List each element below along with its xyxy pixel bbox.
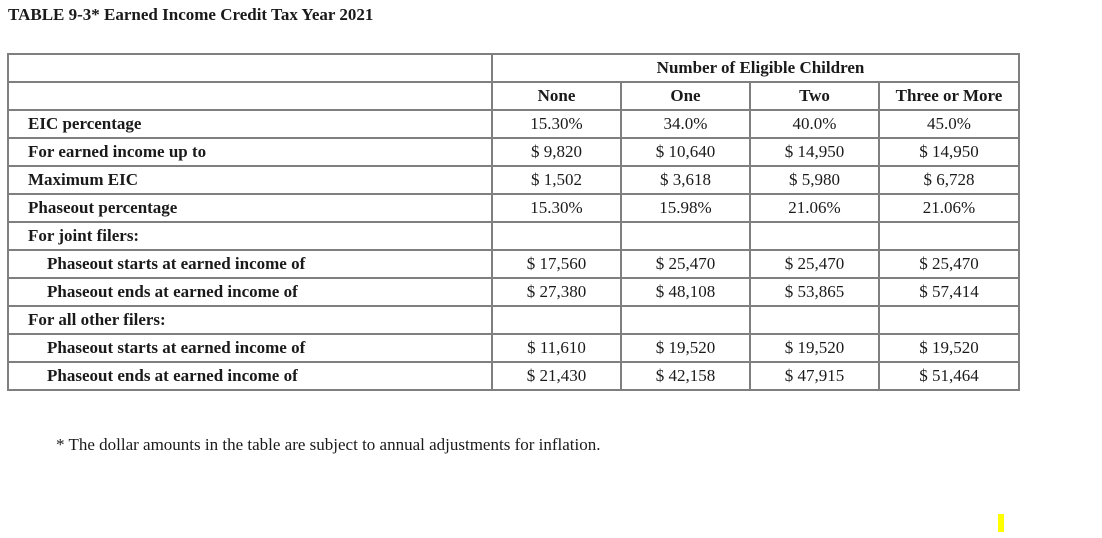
row-label: Phaseout starts at earned income of xyxy=(7,249,493,279)
cell-one: 15.98% xyxy=(620,193,751,223)
table-row: Phaseout starts at earned income of $ 17,… xyxy=(7,249,1020,279)
row-label: Phaseout starts at earned income of xyxy=(7,333,493,363)
cell-two: 40.0% xyxy=(749,109,880,139)
column-header-spacer xyxy=(7,81,493,111)
cell-none xyxy=(491,305,622,335)
cell-two: $ 5,980 xyxy=(749,165,880,195)
cell-none: $ 1,502 xyxy=(491,165,622,195)
row-label: For all other filers: xyxy=(7,305,493,335)
cell-two: $ 53,865 xyxy=(749,277,880,307)
group-header: Number of Eligible Children xyxy=(491,53,1020,83)
cell-none: $ 21,430 xyxy=(491,361,622,391)
cell-two xyxy=(749,221,880,251)
cell-none xyxy=(491,221,622,251)
column-header-two: Two xyxy=(749,81,880,111)
row-label: Maximum EIC xyxy=(7,165,493,195)
cell-two: $ 25,470 xyxy=(749,249,880,279)
cell-none: 15.30% xyxy=(491,193,622,223)
table-row: For earned income up to $ 9,820 $ 10,640 $ … xyxy=(7,137,1020,167)
column-header-none: None xyxy=(491,81,622,111)
table-row: Phaseout starts at earned income of $ 11,… xyxy=(7,333,1020,363)
cell-one: $ 48,108 xyxy=(620,277,751,307)
cell-none: $ 9,820 xyxy=(491,137,622,167)
row-label: Phaseout percentage xyxy=(7,193,493,223)
row-label: For earned income up to xyxy=(7,137,493,167)
cell-one xyxy=(620,305,751,335)
cell-one: $ 42,158 xyxy=(620,361,751,391)
eic-table-body: Number of Eligible Children None One Two… xyxy=(7,53,1020,391)
eic-table: Number of Eligible Children None One Two… xyxy=(7,53,1020,391)
cell-one xyxy=(620,221,751,251)
footnote: * The dollar amounts in the table are su… xyxy=(56,435,601,454)
cell-none: $ 17,560 xyxy=(491,249,622,279)
group-header-spacer xyxy=(7,53,493,83)
column-header-row: None One Two Three or More xyxy=(7,81,1020,111)
table-row: Phaseout ends at earned income of $ 21,43… xyxy=(7,361,1020,391)
table-row: EIC percentage 15.30% 34.0% 40.0% 45.0% xyxy=(7,109,1020,139)
table-row: Phaseout percentage 15.30% 15.98% 21.06% 21.… xyxy=(7,193,1020,223)
cell-two: $ 47,915 xyxy=(749,361,880,391)
row-label: For joint filers: xyxy=(7,221,493,251)
cell-three-or-more: $ 25,470 xyxy=(878,249,1020,279)
highlight-marker xyxy=(998,514,1004,532)
table-row: For joint filers: xyxy=(7,221,1020,251)
cell-three-or-more: $ 6,728 xyxy=(878,165,1020,195)
cell-three-or-more: $ 57,414 xyxy=(878,277,1020,307)
cell-three-or-more: $ 14,950 xyxy=(878,137,1020,167)
column-header-three-or-more: Three or More xyxy=(878,81,1020,111)
row-label: Phaseout ends at earned income of xyxy=(7,361,493,391)
cell-one: $ 10,640 xyxy=(620,137,751,167)
cell-three-or-more: 45.0% xyxy=(878,109,1020,139)
cell-three-or-more: $ 51,464 xyxy=(878,361,1020,391)
cell-two: $ 14,950 xyxy=(749,137,880,167)
cell-one: 34.0% xyxy=(620,109,751,139)
cell-none: $ 11,610 xyxy=(491,333,622,363)
group-header-row: Number of Eligible Children xyxy=(7,53,1020,83)
cell-three-or-more xyxy=(878,221,1020,251)
table-row: For all other filers: xyxy=(7,305,1020,335)
table-row: Phaseout ends at earned income of $ 27,38… xyxy=(7,277,1020,307)
cell-none: $ 27,380 xyxy=(491,277,622,307)
table-title: TABLE 9-3* Earned Income Credit Tax Year… xyxy=(8,5,374,24)
cell-one: $ 19,520 xyxy=(620,333,751,363)
cell-one: $ 3,618 xyxy=(620,165,751,195)
cell-three-or-more: $ 19,520 xyxy=(878,333,1020,363)
column-header-one: One xyxy=(620,81,751,111)
cell-two xyxy=(749,305,880,335)
table-row: Maximum EIC $ 1,502 $ 3,618 $ 5,980 $ 6,728 xyxy=(7,165,1020,195)
cell-one: $ 25,470 xyxy=(620,249,751,279)
cell-three-or-more xyxy=(878,305,1020,335)
cell-three-or-more: 21.06% xyxy=(878,193,1020,223)
cell-two: $ 19,520 xyxy=(749,333,880,363)
row-label: Phaseout ends at earned income of xyxy=(7,277,493,307)
cell-none: 15.30% xyxy=(491,109,622,139)
row-label: EIC percentage xyxy=(7,109,493,139)
cell-two: 21.06% xyxy=(749,193,880,223)
